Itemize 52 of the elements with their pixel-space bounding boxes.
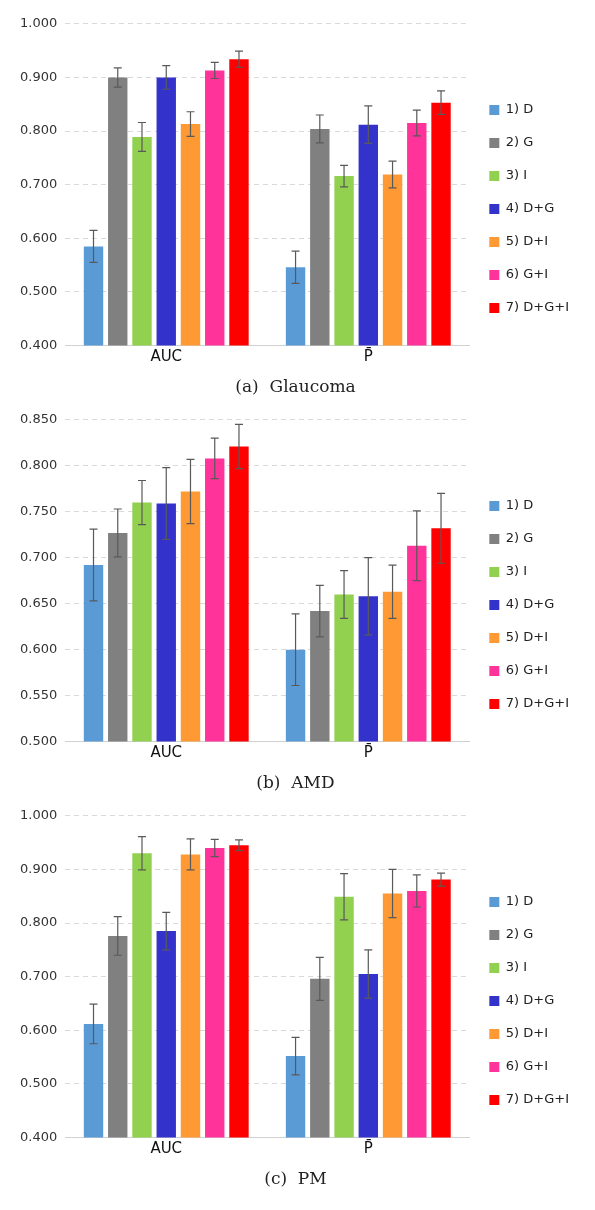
legend-label: 5) D+I xyxy=(505,629,549,645)
y-tick-label: 0.600 xyxy=(20,1021,58,1037)
y-tick-label: 0.500 xyxy=(20,1075,58,1091)
y-tick-label: 0.800 xyxy=(20,914,58,930)
y-tick-label: 1.000 xyxy=(20,807,58,823)
x-tick-label: AUC xyxy=(150,743,183,762)
y-tick-label: 0.800 xyxy=(20,122,58,138)
y-tick-label: 1.000 xyxy=(20,15,58,31)
legend-label: 4) D+G xyxy=(505,992,555,1008)
legend-label: 2) G xyxy=(505,926,534,942)
legend-label: 7) D+G+I xyxy=(505,1091,570,1107)
y-tick-label: 0.400 xyxy=(20,1128,58,1144)
legend-label: 2) G xyxy=(505,530,534,546)
legend-label: 3) I xyxy=(505,959,528,975)
x-tick-label: P̄ xyxy=(363,742,373,762)
legend-label: 5) D+I xyxy=(505,1025,549,1041)
y-tick-label: 0.500 xyxy=(20,283,58,299)
y-tick-label: 0.700 xyxy=(20,549,58,565)
y-tick-label: 0.550 xyxy=(20,687,58,702)
text: (a) Glaucoma xyxy=(235,376,356,397)
y-tick-label: 0.900 xyxy=(20,860,58,876)
y-tick-label: 0.600 xyxy=(20,641,58,657)
legend-label: 7) D+G+I xyxy=(505,695,570,711)
legend-label: 4) D+G xyxy=(505,596,555,612)
y-tick-label: 0.850 xyxy=(20,411,58,427)
y-tick-label: 0.700 xyxy=(20,968,58,984)
y-tick-label: 0.750 xyxy=(20,503,58,519)
legend-label: 2) G xyxy=(505,134,534,150)
legend-label: 3) I xyxy=(505,563,528,579)
legend-label: 1) D xyxy=(505,101,534,117)
legend-label: 6) G+I xyxy=(505,1058,549,1074)
y-tick-label: 0.400 xyxy=(20,336,58,352)
legend-label: 5) D+I xyxy=(505,233,549,249)
legend-label: 1) D xyxy=(505,893,534,909)
x-tick-label: P̄ xyxy=(363,346,373,366)
text: (b) AMD xyxy=(256,772,335,793)
y-tick-label: 0.700 xyxy=(20,176,58,192)
legend-label: 6) G+I xyxy=(505,266,549,282)
legend-label: 1) D xyxy=(505,497,534,513)
y-tick-label: 0.500 xyxy=(20,732,58,748)
legend-label: 6) G+I xyxy=(505,662,549,678)
y-tick-label: 0.600 xyxy=(20,229,58,245)
x-tick-label: AUC xyxy=(150,1139,183,1158)
y-tick-label: 0.650 xyxy=(20,595,58,611)
y-tick-label: 0.800 xyxy=(20,457,58,473)
legend-label: 3) I xyxy=(505,167,528,183)
legend-label: 7) D+G+I xyxy=(505,299,570,315)
legend-label: 4) D+G xyxy=(505,200,555,216)
x-tick-label: AUC xyxy=(150,347,183,366)
text: (c) PM xyxy=(264,1168,327,1189)
x-tick-label: P̄ xyxy=(363,1138,373,1158)
y-tick-label: 0.900 xyxy=(20,68,58,84)
